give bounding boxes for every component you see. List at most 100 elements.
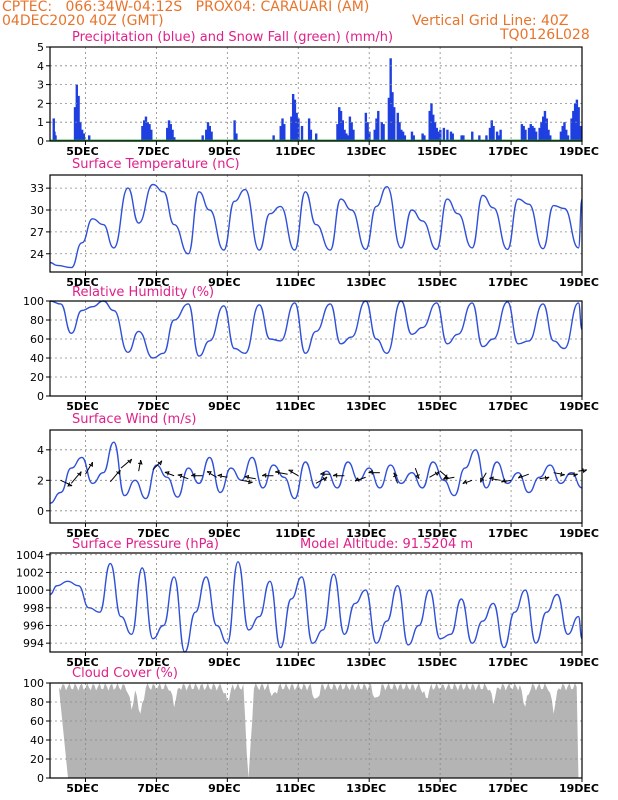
wind-arrow-head [262,472,267,478]
wind-arrow-head [157,460,163,466]
wind-arrow-head [244,474,250,480]
temperature-ytick-label: 27 [30,226,44,239]
precip-bar [382,124,385,141]
humidity-xtick-label: 19DEC [559,400,599,413]
precip-bar [373,129,376,141]
humidity-xtick-label: 7DEC [137,400,169,413]
precip-bar [291,94,295,141]
precip-bar [169,124,172,141]
precip-xtick-label: 7DEC [137,145,169,158]
precip-bar [433,122,437,141]
cloud-panel: Cloud Cover (%) 0 20 40 60 80 100 5DEC 7DEC 9DEC 1… [23,666,599,795]
precip-bar [389,58,392,141]
wind-arrow [241,479,253,483]
precip-bar [401,131,405,141]
precip-ytick-label: 2 [37,97,44,110]
wind-arrow [85,461,93,475]
precip-bar [144,116,148,141]
precip-bar [549,135,552,141]
precip-bar [290,116,293,141]
wind-arrow-head [480,477,485,483]
precip-bar [460,135,463,141]
temperature-ytick-label: 24 [30,248,44,261]
wind-ytick-label: 4 [37,444,44,457]
pressure-xtick-label: 13DEC [346,656,386,669]
wind-xtick-label: 15DEC [417,527,457,540]
precip-bar [173,137,176,141]
wind-arrow [480,472,487,483]
precip-bar [534,131,538,141]
wind-arrow-head [217,473,223,479]
wind-arrow [443,476,455,480]
pressure-ytick-label: 996 [23,619,44,632]
precip-bar [572,110,575,141]
precip-bar [577,107,580,141]
precip-bar [393,107,396,141]
header-model-id: TQ0126L028 [500,27,590,43]
pressure-series-line [49,561,583,653]
precip-bar [88,135,91,141]
cloud-ytick-label: 80 [30,696,44,709]
wind-arrow-head [206,471,212,476]
humidity-ytick-label: 60 [30,333,44,346]
humidity-xtick-label: 11DEC [275,400,315,413]
wind-arrow [275,471,288,475]
cloud-xtick-label: 13DEC [346,782,386,795]
wind-arrow-head [88,462,93,467]
precip-ytick-label: 0 [37,135,44,148]
precip-bar [529,124,532,141]
pressure-ytick-label: 998 [23,602,44,615]
wind-arrow-head [177,473,183,479]
precip-xtick-label: 11DEC [275,145,315,158]
wind-arrow [414,467,420,479]
pressure-xtick-label: 5DEC [66,656,98,669]
precip-frame [49,46,583,142]
wind-arrow-head [462,479,468,485]
cloud-ytick-label: 100 [23,677,44,690]
wind-arrow-head [332,472,338,478]
wind-arrow-head [275,470,280,475]
precip-bar [432,114,435,141]
wind-xtick-label: 5DEC [66,527,98,540]
cloud-xtick-label: 7DEC [137,782,169,795]
precip-bar [565,129,568,141]
humidity-series-line [49,300,583,359]
precip-bar [146,122,149,141]
cloud-xtick-label: 15DEC [417,782,457,795]
precip-bar [309,129,313,141]
cloud-ytick-label: 20 [30,753,44,766]
precip-bar [435,127,438,141]
wind-arrow [501,479,512,483]
pressure-ytick-label: 994 [23,637,44,650]
precip-bar [538,127,541,141]
precip-bar [293,99,297,141]
cloud-frame [49,682,583,779]
precip-bar [52,118,55,141]
cloud-xtick-label: 11DEC [275,782,315,795]
precip-bar [439,129,442,141]
precip-bar [400,129,403,141]
precip-bar [142,120,146,141]
wind-xtick-label: 13DEC [346,527,386,540]
humidity-ytick-label: 100 [23,295,44,308]
precip-ytick-label: 5 [37,41,44,54]
precip-bar [79,122,82,141]
precip-bar [208,125,211,141]
wind-arrow-head [248,479,253,485]
precip-bar [82,133,86,141]
precip-bar [522,125,525,141]
wind-arrow [288,469,299,477]
wind-xtick-label: 11DEC [275,527,315,540]
temperature-panel: Surface Temperature (nC) 24 27 30 33 5DEC 7DEC… [30,157,599,289]
precip-bar [345,133,348,141]
precip-bar [283,124,286,141]
precip-bar [471,131,474,141]
precip-bar [541,116,545,141]
precip-bar [527,127,531,141]
precip-bar [442,127,446,141]
precip-xtick-label: 5DEC [66,145,98,158]
precip-bar [368,131,371,141]
wind-arrow-head [116,469,121,475]
temperature-series-line [49,183,583,269]
